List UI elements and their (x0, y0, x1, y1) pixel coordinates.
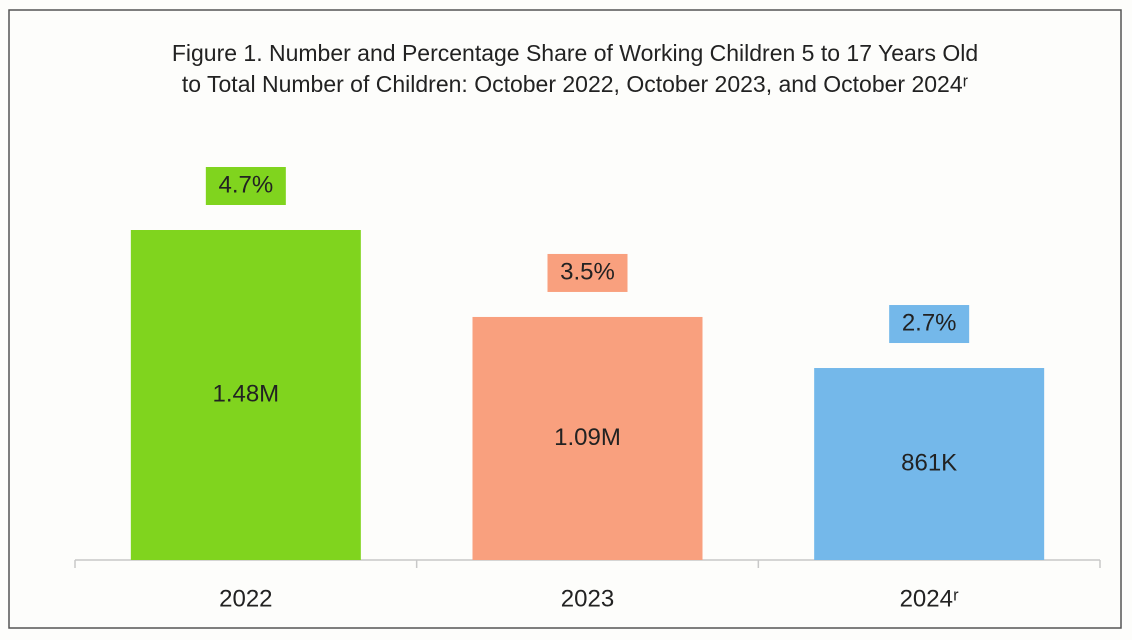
percentage-label: 3.5% (560, 258, 615, 285)
bar (472, 316, 703, 560)
percentage-box (547, 253, 628, 292)
chart-title: Figure 1. Number and Percentage Share of… (171, 40, 979, 97)
x-tick-label: 2022 (219, 585, 272, 612)
value-label: 1.48M (212, 380, 279, 407)
x-tick-label: 2024ʳ (900, 585, 959, 612)
percentage-box (889, 305, 970, 344)
percentage-label: 2.7% (902, 309, 957, 336)
bar (814, 368, 1045, 560)
frame (8, 9, 1122, 629)
value-label: 1.09M (554, 424, 621, 451)
percentage-box (205, 167, 286, 205)
bar (130, 230, 361, 560)
percentage-label: 4.7% (218, 171, 273, 198)
value-label: 861K (901, 449, 957, 476)
x-tick-label: 2023 (561, 585, 614, 612)
